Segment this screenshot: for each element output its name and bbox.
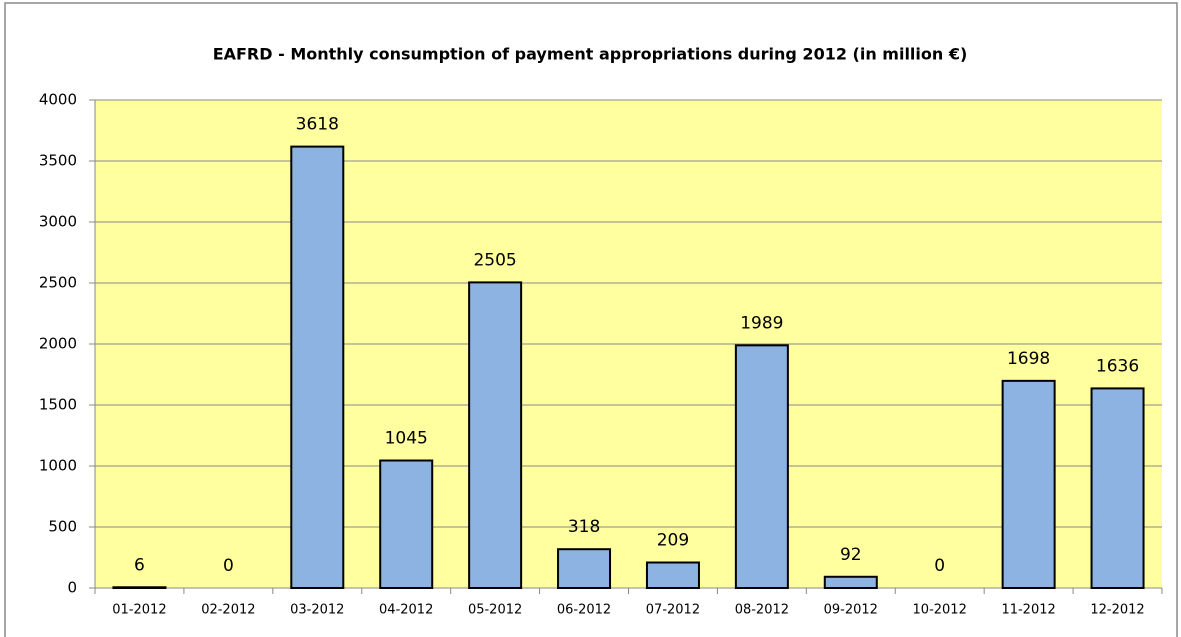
bar <box>468 281 523 589</box>
x-tick-label: 06-2012 <box>557 603 611 618</box>
bar <box>823 575 878 590</box>
x-tick-label: 11-2012 <box>1001 603 1055 618</box>
y-tick-label: 4000 <box>39 91 77 109</box>
x-tick-label: 07-2012 <box>646 603 700 618</box>
bar <box>1090 387 1145 589</box>
bar <box>112 586 167 590</box>
x-tick-label: 12-2012 <box>1090 603 1144 618</box>
value-label: 1045 <box>385 429 428 449</box>
y-tick-label: 1000 <box>39 457 77 475</box>
x-tick-label: 02-2012 <box>201 603 255 618</box>
x-tick-label: 01-2012 <box>112 603 166 618</box>
y-tick-label: 3000 <box>39 213 77 231</box>
y-tick-label: 2000 <box>39 335 77 353</box>
y-tick-label: 3500 <box>39 152 77 170</box>
y-tick-label: 500 <box>48 518 77 536</box>
value-label: 6 <box>134 555 145 575</box>
bar <box>734 344 789 590</box>
value-label: 92 <box>840 545 862 565</box>
x-tick-label: 09-2012 <box>824 603 878 618</box>
x-tick-label: 08-2012 <box>735 603 789 618</box>
value-label: 3618 <box>296 115 339 135</box>
value-label: 209 <box>657 531 689 551</box>
bar <box>1001 379 1056 589</box>
value-label: 1636 <box>1096 356 1139 376</box>
y-tick-label: 1500 <box>39 396 77 414</box>
bar <box>290 145 345 589</box>
value-label: 0 <box>223 556 234 576</box>
x-tick-label: 04-2012 <box>379 603 433 618</box>
value-label: 318 <box>568 517 600 537</box>
y-tick-label: 0 <box>67 579 77 597</box>
value-label: 2505 <box>473 250 516 270</box>
value-label: 1989 <box>740 313 783 333</box>
x-tick-label: 05-2012 <box>468 603 522 618</box>
bar <box>379 459 434 590</box>
chart-title: EAFRD - Monthly consumption of payment a… <box>213 45 968 64</box>
bar <box>645 561 700 590</box>
value-label: 0 <box>934 556 945 576</box>
x-tick-label: 03-2012 <box>290 603 344 618</box>
bar <box>557 548 612 589</box>
x-tick-label: 10-2012 <box>913 603 967 618</box>
y-tick-label: 2500 <box>39 274 77 292</box>
value-label: 1698 <box>1007 349 1050 369</box>
